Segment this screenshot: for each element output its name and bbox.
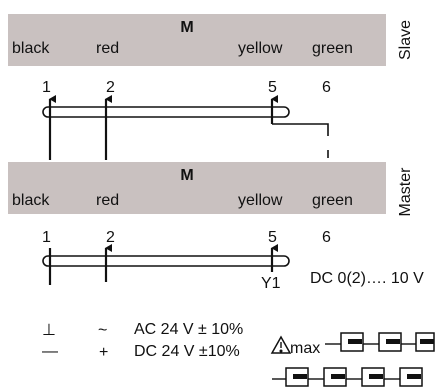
max-label: max	[290, 340, 320, 357]
minus-symbol: —	[42, 343, 58, 360]
master-header-bar	[8, 162, 386, 214]
supply-block: ⊥ — ~ + AC 24 V ± 10% DC 24 V ±10%	[42, 321, 243, 361]
slave-module-letter: M	[180, 19, 193, 36]
signal-range-label: DC 0(2)…. 10 V	[310, 270, 424, 287]
slave-wires	[48, 95, 329, 160]
ground-symbol: ⊥	[42, 322, 56, 339]
slave-wire-green: green	[312, 40, 353, 57]
slave-section-label: Slave	[397, 20, 414, 60]
master-wires	[48, 244, 278, 285]
supply-ac-label: AC 24 V ± 10%	[134, 321, 243, 338]
slave-wire-yellow: yellow	[238, 40, 283, 57]
slave-terminal-5: 5	[268, 79, 277, 96]
slave-terminal-6: 6	[322, 79, 331, 96]
actuator-chain-row1	[325, 332, 435, 352]
plus-symbol: +	[99, 344, 108, 361]
master-section: M black red yellow green Master 1 2 5 6 …	[8, 162, 424, 292]
supply-dc-label: DC 24 V ±10%	[134, 343, 240, 360]
master-cable	[42, 255, 290, 267]
slave-terminal-1: 1	[42, 79, 51, 96]
slave-header-bar	[8, 14, 386, 66]
warning-triangle-icon	[270, 335, 292, 354]
max-units-block: max	[270, 332, 435, 387]
master-wire-red: red	[96, 192, 119, 209]
master-wire-black: black	[12, 192, 50, 209]
signal-label-y1: Y1	[261, 275, 281, 292]
master-wire-green: green	[312, 192, 353, 209]
slave-section: M black red yellow green Slave 1 2 5 6	[8, 14, 414, 160]
master-module-letter: M	[180, 167, 193, 184]
master-wire-yellow: yellow	[238, 192, 283, 209]
master-terminal-5: 5	[268, 229, 277, 246]
slave-wire-red: red	[96, 40, 119, 57]
master-terminal-2: 2	[106, 229, 115, 246]
slave-wire-black: black	[12, 40, 50, 57]
master-terminal-6: 6	[322, 229, 331, 246]
actuator-chain-row2	[272, 367, 423, 387]
master-terminal-1: 1	[42, 229, 51, 246]
slave-terminal-2: 2	[106, 79, 115, 96]
slave-cable	[42, 106, 290, 118]
master-section-label: Master	[397, 167, 414, 217]
ac-symbol: ~	[98, 322, 107, 339]
